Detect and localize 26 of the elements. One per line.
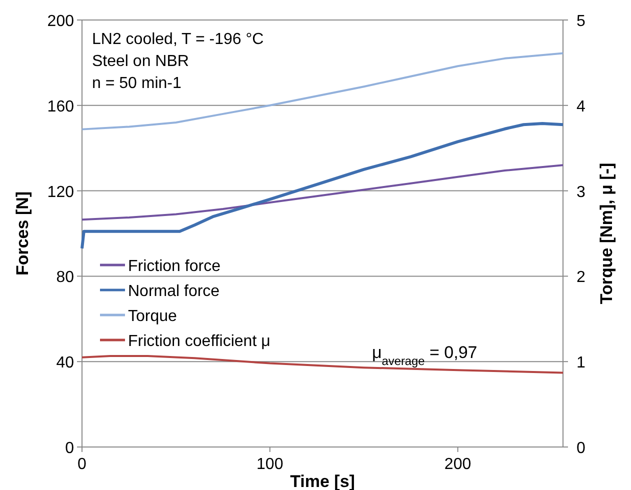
y-tick-label: 160 [47, 98, 74, 116]
y2-tick-label: 2 [576, 269, 586, 286]
y-tick-label: 120 [47, 184, 74, 201]
legend-label: Friction coefficient μ [128, 333, 270, 350]
y2-axis-title: Torque [Nm], μ [-] [597, 162, 616, 304]
y-tick-label: 40 [56, 354, 74, 372]
x-tick-label: 200 [444, 456, 472, 473]
x-tick-label: 0 [78, 456, 87, 473]
legend-label: Friction force [128, 258, 221, 275]
annotation: Steel on NBR [92, 53, 189, 70]
y-tick-label: 200 [47, 13, 74, 30]
y2-tick-label: 3 [576, 184, 586, 201]
y2-tick-label: 1 [576, 354, 586, 372]
annotation: LN2 cooled, T = -196 °C [92, 31, 264, 48]
annotation: n = 50 min-1 [92, 75, 182, 92]
legend-label: Normal force [128, 283, 220, 300]
legend-label: Torque [128, 308, 178, 325]
x-tick-label: 100 [256, 456, 284, 473]
y-tick-label: 0 [65, 440, 74, 457]
y2-tick-label: 5 [576, 13, 586, 30]
y-tick-label: 80 [56, 269, 74, 286]
y2-tick-label: 4 [576, 98, 586, 116]
y-axis-title: Forces [N] [13, 191, 32, 276]
line-series [80, 122, 564, 250]
y2-tick-label: 0 [576, 440, 586, 457]
annotation: μ$_{average}$ = 0,97 [372, 343, 478, 368]
